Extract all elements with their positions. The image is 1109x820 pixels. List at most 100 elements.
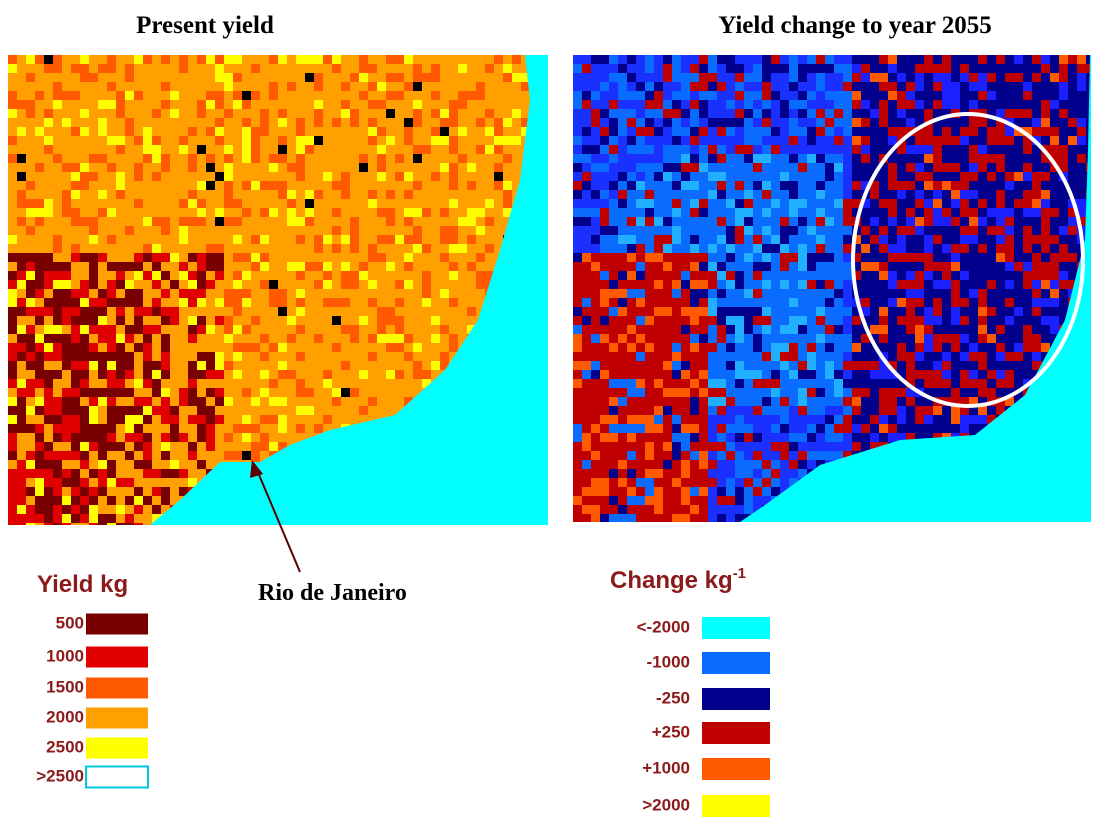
map-cell — [663, 208, 672, 217]
map-cell — [26, 64, 35, 73]
map-cell — [323, 388, 332, 397]
map-cell — [44, 208, 53, 217]
map-cell — [161, 127, 170, 136]
map-cell — [440, 298, 449, 307]
map-cell — [170, 379, 179, 388]
map-cell — [125, 298, 134, 307]
map-cell — [627, 208, 636, 217]
map-cell — [125, 136, 134, 145]
map-cell — [215, 316, 224, 325]
map-cell — [206, 172, 215, 181]
map-cell — [699, 280, 708, 289]
map-cell — [287, 118, 296, 127]
map-cell — [735, 145, 744, 154]
map-cell — [1050, 262, 1059, 271]
map-cell — [449, 190, 458, 199]
map-cell — [179, 325, 188, 334]
map-cell — [924, 136, 933, 145]
map-cell — [591, 190, 600, 199]
map-cell — [17, 334, 26, 343]
map-cell — [8, 73, 17, 82]
map-cell — [89, 451, 98, 460]
map-cell — [636, 244, 645, 253]
map-cell — [368, 199, 377, 208]
map-cell — [350, 343, 359, 352]
map-cell — [413, 199, 422, 208]
map-cell — [404, 199, 413, 208]
map-cell — [197, 271, 206, 280]
map-cell — [62, 469, 71, 478]
map-cell — [98, 280, 107, 289]
map-cell — [143, 361, 152, 370]
map-cell — [197, 298, 206, 307]
map-cell — [1023, 217, 1032, 226]
map-cell — [645, 190, 654, 199]
map-cell — [600, 190, 609, 199]
map-cell — [458, 100, 467, 109]
map-cell — [843, 145, 852, 154]
map-cell — [197, 451, 206, 460]
map-cell — [215, 307, 224, 316]
map-cell — [368, 145, 377, 154]
map-cell — [152, 415, 161, 424]
map-cell — [1050, 289, 1059, 298]
map-cell — [323, 190, 332, 199]
map-cell — [960, 226, 969, 235]
map-cell — [296, 280, 305, 289]
map-cell — [573, 172, 582, 181]
map-cell — [152, 334, 161, 343]
map-cell — [242, 361, 251, 370]
map-cell — [242, 388, 251, 397]
map-cell — [1014, 91, 1023, 100]
map-cell — [323, 172, 332, 181]
map-cell — [404, 271, 413, 280]
map-cell — [780, 298, 789, 307]
map-cell — [476, 82, 485, 91]
map-cell — [1032, 271, 1041, 280]
map-cell — [924, 73, 933, 82]
map-cell — [332, 352, 341, 361]
map-cell — [467, 217, 476, 226]
map-cell — [1059, 253, 1068, 262]
map-cell — [1068, 226, 1077, 235]
map-cell — [485, 145, 494, 154]
map-cell — [600, 73, 609, 82]
map-cell — [71, 406, 80, 415]
map-cell — [8, 325, 17, 334]
map-cell — [744, 226, 753, 235]
map-cell — [80, 118, 89, 127]
map-cell — [26, 478, 35, 487]
map-cell — [807, 82, 816, 91]
map-cell — [897, 73, 906, 82]
map-cell — [690, 262, 699, 271]
map-cell — [278, 181, 287, 190]
map-cell — [816, 307, 825, 316]
map-cell — [654, 163, 663, 172]
map-cell — [942, 307, 951, 316]
map-cell — [8, 172, 17, 181]
map-cell — [771, 244, 780, 253]
map-cell — [1032, 109, 1041, 118]
map-cell — [242, 226, 251, 235]
map-cell — [377, 109, 386, 118]
map-cell — [888, 163, 897, 172]
map-cell — [296, 424, 305, 433]
map-cell — [852, 163, 861, 172]
map-cell — [161, 82, 170, 91]
map-cell — [1014, 145, 1023, 154]
map-cell — [251, 271, 260, 280]
map-cell — [116, 100, 125, 109]
map-cell — [699, 325, 708, 334]
map-cell — [161, 496, 170, 505]
map-cell — [395, 379, 404, 388]
map-cell — [323, 127, 332, 136]
map-cell — [197, 442, 206, 451]
map-cell — [987, 307, 996, 316]
map-cell — [1014, 136, 1023, 145]
map-cell — [179, 235, 188, 244]
map-cell — [789, 154, 798, 163]
map-cell — [134, 370, 143, 379]
map-cell — [663, 325, 672, 334]
map-cell — [404, 136, 413, 145]
map-cell — [260, 352, 269, 361]
